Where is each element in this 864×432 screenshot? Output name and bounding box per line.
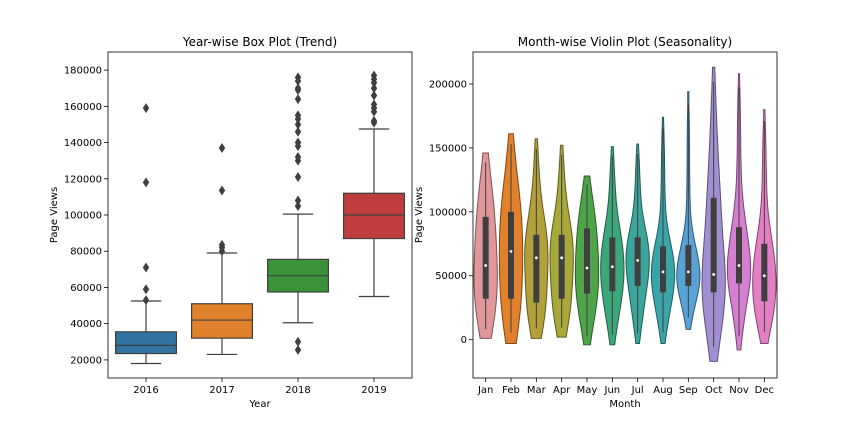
box-plot-box-2016 [114,331,177,355]
box-plot-outlier [142,177,150,188]
box-plot-outlier [218,142,226,153]
violin-plot-x-tick-label: Jun [604,385,621,396]
box-plot-x-tick-label: 2018 [285,385,310,396]
box-plot-outlier [294,152,302,163]
box-plot-outlier [142,284,150,295]
box-plot-y-tick-label: 20000 [70,355,102,366]
violin-iqr-box-Feb [508,211,514,299]
box-plot-outlier [294,83,302,94]
violin-plot-title: Month-wise Violin Plot (Seasonality) [518,35,732,49]
box-plot-outlier [294,94,302,105]
box-plot-outlier [218,185,226,196]
violin-plot-x-tick-label: Jul [631,385,644,396]
violin-plot-panel: Month-wise Violin Plot (Seasonality) Mon… [414,35,778,410]
violin-median-Apr [560,256,564,260]
box-plot-x-tick-label: 2017 [209,385,234,396]
box-plot-box-2019 [343,192,406,240]
violin-plot-x-tick-label: May [577,385,598,396]
violin-iqr-box-Jun [609,237,616,292]
box-plot-outlier [370,90,378,101]
box-plot-panel: Year-wise Box Plot (Trend) Year Page Vie… [49,35,413,410]
violin-iqr-box-Mar [533,234,540,303]
violin-plot-x-tick-label: Apr [553,385,571,396]
violin-iqr-box-Aug [660,246,666,293]
violin-plot-x-tick-label: Jan [477,385,493,396]
box-plot-outlier [294,171,302,182]
violin-plot-x-axis-label: Month [609,399,640,410]
box-plot-box-2017 [191,303,254,339]
box-plot-outlier [294,110,302,121]
box-plot-outlier [218,239,226,250]
violin-plot-x-tick-label: Oct [705,385,722,396]
box-plot-x-axis-label: Year [248,399,271,410]
box-plot-frame [107,51,413,379]
box-plot-outlier [294,126,302,137]
box-plot-outlier [294,195,302,206]
violin-plot-x-tick-label: Aug [653,385,673,396]
box-plot-y-tick-label: 80000 [70,247,102,258]
violin-plot-y-tick-label: 100000 [429,207,467,218]
box-plot-y-tick-label: 120000 [64,174,102,185]
violin-plot-x-tick-label: Sep [679,385,698,396]
violin-median-Jan [484,264,488,267]
box-plot-y-tick-label: 140000 [64,138,102,149]
box-plot-y-tick-label: 180000 [64,66,102,77]
violin-plot-x-tick-label: Nov [729,385,749,396]
violin-median-Aug [661,270,665,274]
violin-iqr-box-Oct [710,197,717,293]
box-plot-y-axis-label: Page Views [49,187,60,243]
violin-median-Mar [534,256,538,260]
violin-median-Feb [509,250,513,253]
violin-median-Sep [686,270,690,274]
violin-plot-y-tick-label: 50000 [435,271,467,282]
violin-median-Jul [636,258,640,262]
violin-iqr-box-Sep [685,245,692,286]
box-plot-outlier [294,344,302,355]
box-plot-outlier [370,70,378,81]
box-plot-outlier [142,103,150,114]
box-plot-outlier [294,137,302,148]
box-plot-y-tick-label: 60000 [70,283,102,294]
box-plot-outlier [294,72,302,83]
violin-plot-y-tick-label: 150000 [429,143,467,154]
violin-plot-x-tick-label: Mar [527,385,547,396]
violin-median-May [585,266,589,270]
violin-plot-x-tick-label: Dec [755,385,774,396]
box-plot-y-tick-label: 40000 [70,319,102,330]
violin-median-Nov [737,264,741,267]
violin-plot-frame [472,51,778,379]
box-plot-outlier [294,200,302,211]
violin-median-Dec [762,274,766,278]
box-plot-outlier [370,115,378,126]
box-plot-y-tick-label: 160000 [64,102,102,113]
violin-median-Oct [712,273,716,276]
violin-iqr-box-Dec [761,243,768,302]
violin-iqr-box-Jan [482,216,489,299]
violin-median-Jun [610,265,614,269]
box-plot-outlier [294,336,302,347]
violin-iqr-box-May [584,228,590,294]
violin-plot-y-tick-label: 200000 [429,79,467,90]
violin-plot-y-axis-label: Page Views [414,187,425,243]
violin-plot-y-tick-label: 0 [461,335,467,346]
box-plot-title: Year-wise Box Plot (Trend) [182,35,337,49]
violin-iqr-box-Apr [558,234,565,299]
box-plot-outlier [370,99,378,110]
box-plot-outlier [142,295,150,306]
box-plot-outlier [294,119,302,130]
violin-plot-x-tick-label: Feb [502,385,520,396]
box-plot-y-tick-label: 100000 [64,211,102,222]
violin-iqr-box-Nov [736,227,742,284]
box-plot-x-tick-label: 2019 [361,385,386,396]
box-plot-outlier [370,83,378,94]
box-plot-outlier [142,262,150,273]
box-plot-x-tick-label: 2016 [133,385,158,396]
